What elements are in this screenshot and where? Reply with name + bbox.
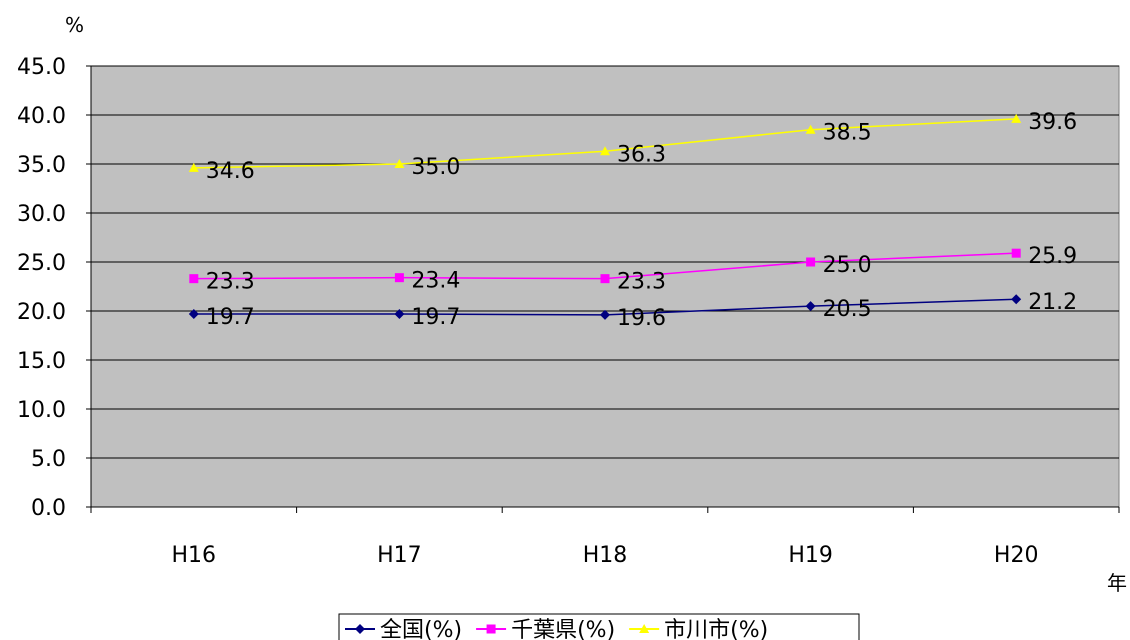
y-tick-label: 45.0 [17, 55, 66, 80]
legend-box [338, 613, 860, 640]
x-tick-label: H16 [172, 543, 217, 568]
data-label: 19.7 [206, 305, 255, 330]
x-tick-label: H20 [994, 543, 1039, 568]
legend-label: 全国(%) [380, 618, 462, 640]
series-group: 34.6 35.0 36.3 38.5 39.6 [188, 110, 1077, 184]
grid-lines [91, 65, 1119, 459]
data-point [188, 162, 199, 172]
legend-label: 千葉県(%) [511, 618, 615, 640]
y-axis-unit-label: % [65, 13, 84, 37]
data-label: 23.3 [617, 270, 666, 295]
legend-item: 全国(%) [345, 618, 462, 640]
data-point [486, 624, 496, 634]
y-tick-label: 25.0 [17, 251, 66, 276]
data-point [188, 308, 199, 319]
data-point [806, 257, 816, 267]
y-tick-label: 0.0 [31, 496, 66, 521]
data-label: 23.3 [206, 270, 255, 295]
data-label: 25.9 [1028, 244, 1077, 269]
data-point [189, 274, 199, 284]
series: 19.7 19.7 19.6 20.5 21.2 23.3 23.4 23.3 25.0 25.9… [188, 110, 1077, 331]
data-label: 38.5 [823, 121, 872, 146]
x-tick-label: H18 [583, 543, 628, 568]
data-label: 25.0 [823, 253, 872, 278]
legend: 全国(%) 千葉県(%) 市川市(%) [338, 613, 860, 640]
data-point [600, 309, 610, 320]
data-point [1011, 294, 1022, 305]
y-tick-label: 30.0 [17, 202, 66, 227]
data-label: 23.4 [411, 269, 460, 294]
data-label: 20.5 [823, 297, 872, 322]
plot-area [90, 65, 1120, 508]
data-point [805, 301, 816, 312]
data-point [600, 274, 610, 284]
x-tick-labels: H16 H17 H18 H19 H20 [90, 507, 1120, 568]
y-tick-label: 35.0 [17, 153, 66, 178]
data-label: 21.2 [1028, 290, 1077, 315]
y-tick-label: 5.0 [31, 447, 66, 472]
y-tick-label: 10.0 [17, 398, 66, 423]
legend-label: 市川市(%) [664, 618, 768, 640]
axes [90, 66, 1119, 508]
data-point [805, 124, 816, 134]
data-label: 36.3 [617, 142, 666, 167]
legend-item: 市川市(%) [629, 618, 768, 640]
x-axis-unit-label: 年 [1107, 571, 1127, 595]
data-point [600, 146, 610, 156]
y-tick-labels: 0.0 5.0 10.0 15.0 20.0 25.0 30.0 35.0 40.0 45.0 [17, 55, 91, 521]
data-point [639, 624, 650, 633]
data-label: 19.7 [411, 305, 460, 330]
legend-item: 千葉県(%) [476, 618, 615, 640]
data-point [355, 624, 365, 634]
data-label: 35.0 [411, 155, 460, 180]
data-label: 39.6 [1028, 110, 1077, 135]
data-point [394, 308, 405, 319]
y-tick-label: 40.0 [17, 104, 66, 129]
series-group: 19.7 19.7 19.6 20.5 21.2 [188, 290, 1077, 331]
data-point [394, 273, 404, 283]
data-label: 19.6 [617, 306, 666, 331]
data-label: 34.6 [206, 159, 255, 184]
series-group: 23.3 23.4 23.3 25.0 25.9 [189, 244, 1077, 295]
x-tick-label: H17 [377, 543, 422, 568]
y-tick-label: 15.0 [17, 349, 66, 374]
data-point [1011, 248, 1021, 258]
y-tick-label: 20.0 [17, 300, 66, 325]
x-tick-label: H19 [788, 543, 833, 568]
data-point [394, 159, 405, 168]
data-point [1011, 113, 1022, 123]
